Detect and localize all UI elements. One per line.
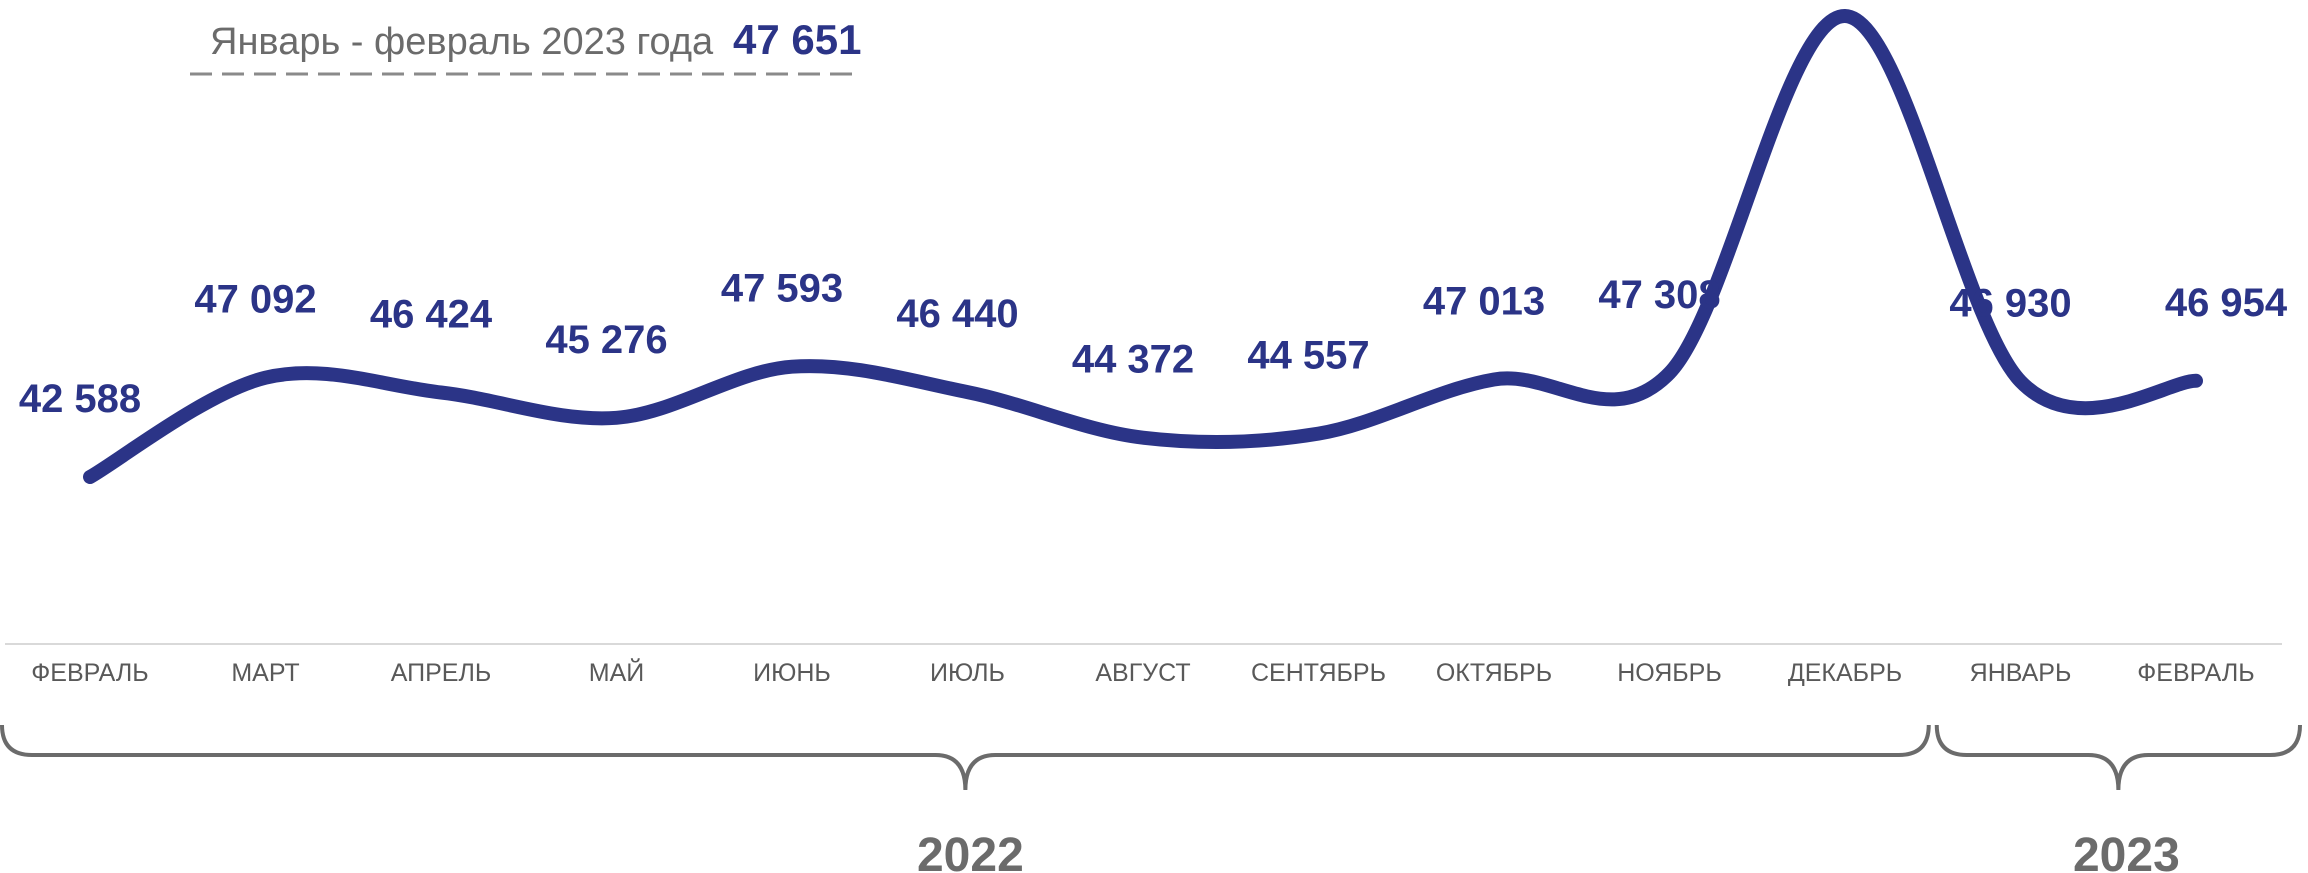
summary-box: Январь - февраль 2023 года 47 651 bbox=[190, 16, 861, 76]
data-label: 44 557 bbox=[1247, 334, 1369, 378]
data-label: 44 372 bbox=[1072, 338, 1194, 382]
data-label: 46 440 bbox=[896, 292, 1018, 336]
x-tick-label: СЕНТЯБРЬ bbox=[1251, 659, 1386, 687]
data-label: 45 276 bbox=[545, 318, 667, 362]
year-label: 2023 bbox=[2073, 829, 2180, 873]
summary-value: 47 651 bbox=[733, 16, 861, 63]
x-tick-label: НОЯБРЬ bbox=[1617, 659, 1722, 687]
data-label: 47 092 bbox=[194, 278, 316, 322]
x-tick-label: ДЕКАБРЬ bbox=[1788, 659, 1902, 687]
x-tick-label: ФЕВРАЛЬ bbox=[31, 659, 148, 687]
data-label: 47 013 bbox=[1423, 279, 1545, 323]
data-label: 46 930 bbox=[1949, 281, 2071, 325]
x-tick-label: ЯНВАРЬ bbox=[1970, 659, 2072, 687]
data-label: 42 588 bbox=[19, 377, 141, 421]
year-brace bbox=[1934, 724, 2302, 791]
x-tick-label: АВГУСТ bbox=[1095, 659, 1190, 687]
data-label: 47 308 bbox=[1598, 273, 1720, 317]
x-tick-label: МАЙ bbox=[589, 657, 644, 687]
year-label: 2022 bbox=[917, 829, 1024, 873]
x-tick-label: АПРЕЛЬ bbox=[391, 659, 492, 687]
series-line bbox=[83, 8, 2203, 484]
x-tick-label: ОКТЯБРЬ bbox=[1436, 659, 1552, 687]
x-tick-label: МАРТ bbox=[231, 659, 299, 687]
data-label: 46 424 bbox=[370, 292, 493, 336]
x-tick-label: ИЮЛЬ bbox=[930, 659, 1005, 687]
data-label: 46 954 bbox=[2165, 281, 2288, 325]
data-label: 47 593 bbox=[721, 267, 843, 311]
plot-area: 42 588 47 092 46 424 45 276 47 593 46 440 44 3… bbox=[19, 8, 2288, 687]
summary-label: Январь - февраль 2023 года bbox=[210, 21, 714, 63]
x-tick-label: ИЮНЬ bbox=[753, 659, 831, 687]
year-braces: 2022 2023 bbox=[0, 724, 2302, 873]
year-brace bbox=[0, 724, 1931, 791]
x-tick-label: ФЕВРАЛЬ bbox=[2137, 659, 2254, 687]
